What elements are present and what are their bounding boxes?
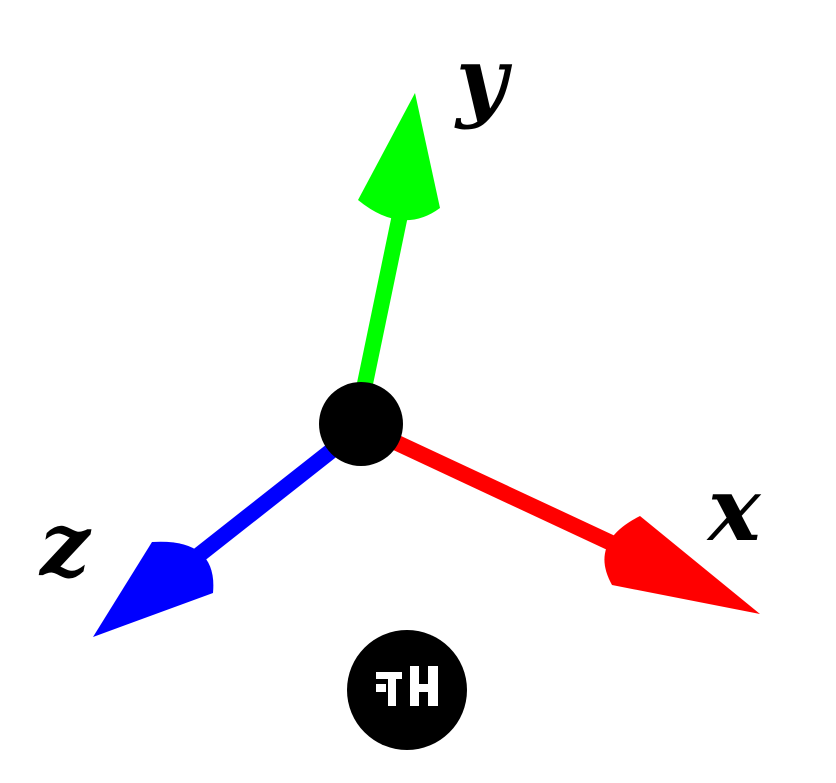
logo-disc	[347, 630, 467, 750]
z-axis	[93, 433, 350, 637]
x-axis-label: x	[706, 457, 762, 561]
y-axis-arrowhead	[358, 93, 440, 221]
z-axis-shaft	[180, 433, 350, 573]
z-axis-label: z	[38, 492, 92, 596]
origin-point	[319, 382, 403, 466]
fh-logo-icon	[347, 630, 467, 750]
y-axis	[354, 93, 440, 400]
x-axis-arrowhead	[604, 516, 760, 614]
x-axis-shaft	[376, 427, 626, 556]
z-axis-arrowhead	[93, 541, 214, 637]
x-axis	[376, 427, 760, 614]
y-axis-shaft	[354, 213, 408, 400]
y-axis-label: y	[454, 27, 513, 131]
